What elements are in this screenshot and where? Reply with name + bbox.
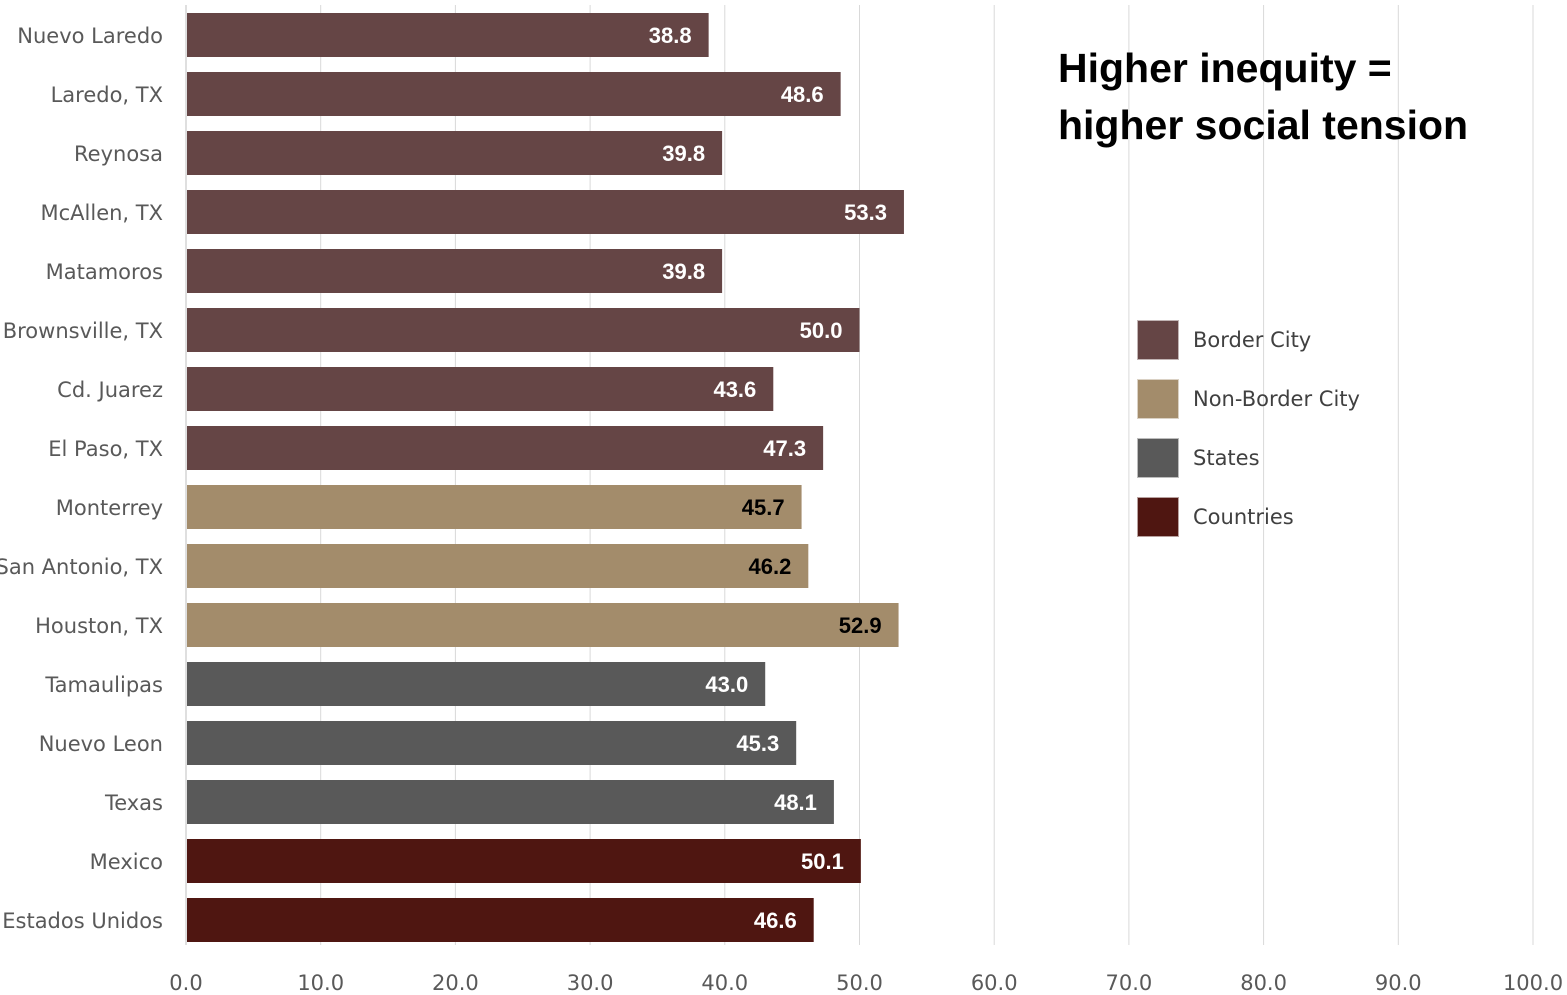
x-tick-label: 40.0 <box>701 971 748 995</box>
legend-label: Border City <box>1193 328 1312 352</box>
bar <box>187 544 809 588</box>
category-label: Monterrey <box>56 496 163 520</box>
bar <box>187 426 824 470</box>
data-label: 39.8 <box>662 141 705 166</box>
x-tick-label: 90.0 <box>1375 971 1422 995</box>
category-label: San Antonio, TX <box>0 555 163 579</box>
bar <box>187 308 860 352</box>
legend-label: Countries <box>1193 505 1294 529</box>
category-label: El Paso, TX <box>48 437 163 461</box>
bar <box>187 898 814 942</box>
bar <box>187 721 797 765</box>
data-label: 45.3 <box>736 731 779 756</box>
category-label: Houston, TX <box>35 614 163 638</box>
labels: 0.0 10.0 20.0 30.0 40.0 50.0 60.0 70.0 80.0 90.0 1… <box>0 23 1563 995</box>
x-tick-label: 30.0 <box>567 971 614 995</box>
category-label: Tamaulipas <box>44 673 163 697</box>
data-label: 50.0 <box>800 318 843 343</box>
bar <box>187 367 774 411</box>
annotation-line-2: higher social tension <box>1058 102 1469 148</box>
annotation-line-1: Higher inequity = <box>1058 45 1392 91</box>
bar <box>187 839 861 883</box>
data-label: 43.6 <box>713 377 756 402</box>
legend-swatch <box>1137 320 1179 360</box>
data-label: 38.8 <box>649 23 692 48</box>
data-label: 52.9 <box>839 613 882 638</box>
data-label: 39.8 <box>662 259 705 284</box>
bar <box>187 485 802 529</box>
data-label: 46.6 <box>754 908 797 933</box>
data-label: 43.0 <box>705 672 748 697</box>
category-label: Cd. Juarez <box>57 378 163 402</box>
x-tick-label: 100.0 <box>1503 971 1563 995</box>
bar <box>187 603 899 647</box>
legend-item-countries: Countries <box>1137 497 1360 537</box>
legend-item-non-border-city: Non-Border City <box>1137 379 1360 419</box>
data-label: 46.2 <box>748 554 791 579</box>
category-label: McAllen, TX <box>41 201 164 225</box>
x-tick-label: 70.0 <box>1106 971 1153 995</box>
bars <box>187 13 904 942</box>
bar <box>187 131 723 175</box>
legend-label: States <box>1193 446 1260 470</box>
data-label: 48.1 <box>774 790 817 815</box>
legend-item-states: States <box>1137 438 1360 478</box>
x-tick-label: 60.0 <box>971 971 1018 995</box>
legend-swatch <box>1137 438 1179 478</box>
category-label: Brownsville, TX <box>3 319 163 343</box>
data-label: 53.3 <box>844 200 887 225</box>
category-label: Reynosa <box>74 142 163 166</box>
legend-item-border-city: Border City <box>1137 320 1360 360</box>
category-label: Laredo, TX <box>51 83 163 107</box>
x-tick-label: 0.0 <box>169 971 202 995</box>
bar <box>187 13 709 57</box>
bar <box>187 72 841 116</box>
x-tick-label: 20.0 <box>432 971 479 995</box>
bar <box>187 249 723 293</box>
legend-label: Non-Border City <box>1193 387 1360 411</box>
bar <box>187 190 904 234</box>
x-tick-label: 80.0 <box>1240 971 1287 995</box>
data-label: 50.1 <box>801 849 844 874</box>
legend-swatch <box>1137 379 1179 419</box>
x-tick-label: 50.0 <box>836 971 883 995</box>
category-label: Texas <box>104 791 163 815</box>
category-label: Mexico <box>90 850 163 874</box>
category-label: Matamoros <box>46 260 163 284</box>
category-label: Nuevo Laredo <box>17 24 163 48</box>
data-label: 47.3 <box>763 436 806 461</box>
legend-swatch <box>1137 497 1179 537</box>
category-label: Nuevo Leon <box>39 732 163 756</box>
annotation-text: Higher inequity = higher social tension <box>1058 40 1558 154</box>
category-label: Estados Unidos <box>2 909 163 933</box>
data-label: 45.7 <box>742 495 785 520</box>
x-tick-label: 10.0 <box>297 971 344 995</box>
bar <box>187 662 766 706</box>
legend: Border City Non-Border City States Count… <box>1137 320 1360 556</box>
data-label: 48.6 <box>781 82 824 107</box>
bar <box>187 780 834 824</box>
